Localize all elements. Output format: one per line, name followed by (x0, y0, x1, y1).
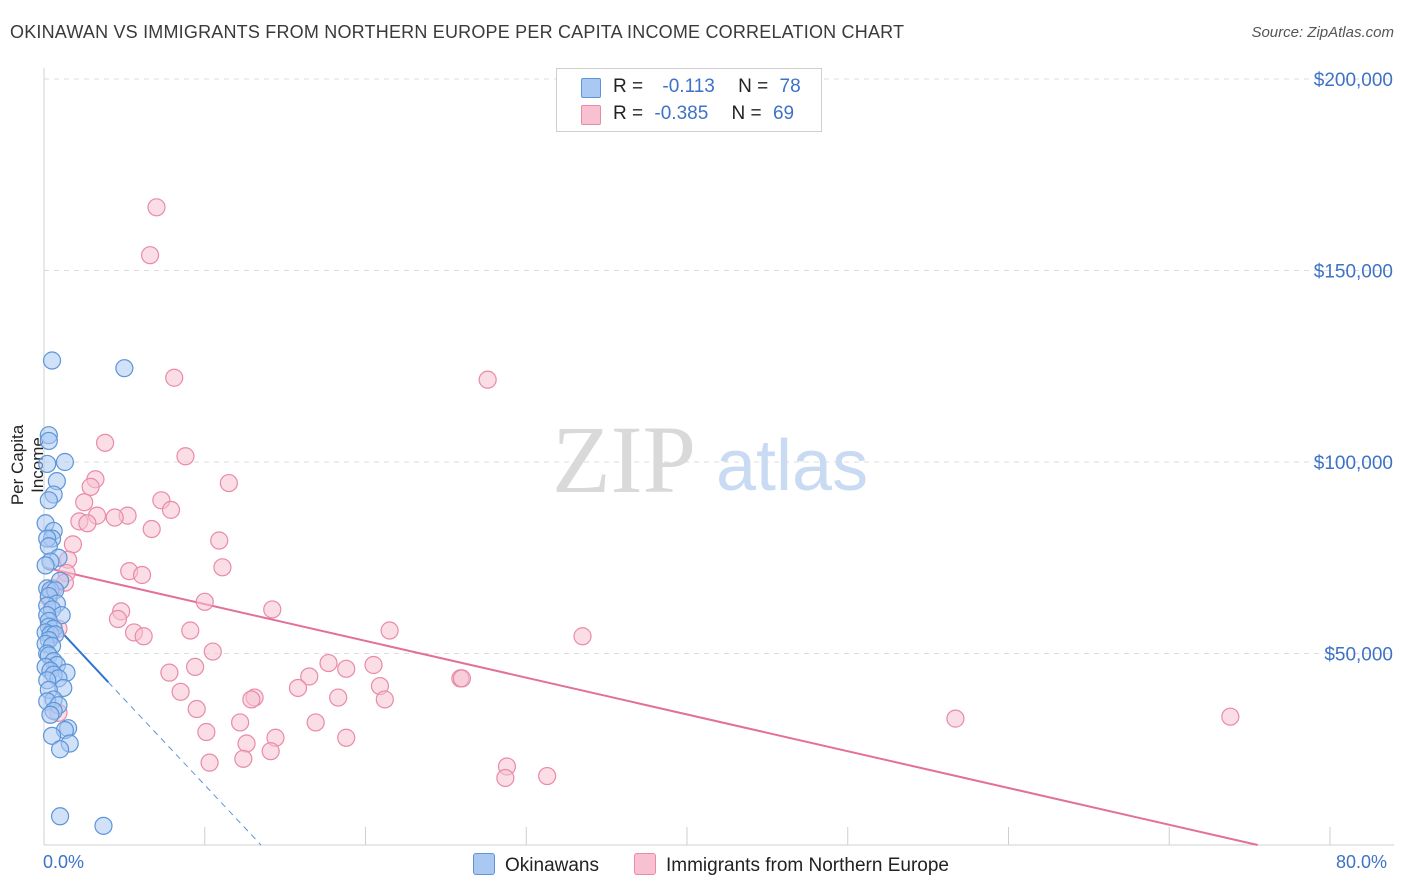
pink-point-14 (105, 508, 124, 527)
blue-point-1 (115, 359, 134, 378)
chart-title: OKINAWAN VS IMMIGRANTS FROM NORTHERN EUR… (10, 22, 905, 42)
pink-point-56 (946, 709, 965, 728)
pink-point-49 (171, 682, 190, 701)
legend-r-value: -0.385 (654, 103, 709, 124)
legend-n-value: 78 (779, 76, 801, 97)
legend-n-label: N = (731, 103, 762, 124)
y-tick-label-1: $100,000 (1314, 453, 1393, 474)
pink-point-17 (142, 519, 161, 539)
blue-point-57 (50, 740, 70, 759)
pink-point-34 (573, 627, 592, 646)
pink-point-63 (237, 734, 256, 753)
source-note: Source: ZipAtlas.com (1251, 24, 1394, 41)
bottom-legend-label-pink: Immigrants from Northern Europe (666, 855, 949, 876)
blue-point-55 (42, 726, 62, 745)
blue-point-16 (36, 556, 55, 575)
pink-point-40 (364, 655, 383, 675)
pink-point-28 (195, 592, 214, 611)
y-tick-label-2: $150,000 (1314, 262, 1393, 283)
legend-r-label: R = (613, 76, 644, 97)
pink-point-44 (300, 667, 319, 686)
watermark: ZIP atlas (552, 406, 868, 513)
legend-n-value: 69 (772, 103, 795, 124)
pink-point-31 (108, 609, 128, 629)
pink-point-51 (242, 690, 261, 709)
correlation-legend: R = -0.113 N = 78 R = -0.385 N = 69 (556, 68, 822, 132)
pink-point-58 (231, 713, 250, 732)
pink-point-41 (186, 657, 205, 677)
blue-point-58 (50, 807, 70, 826)
bottom-legend-label-blue: Okinawans (505, 855, 599, 876)
pink-point-54 (187, 699, 206, 719)
blue-point-0 (42, 351, 62, 370)
series-blue-points (36, 351, 134, 835)
pink-point-46 (452, 669, 472, 688)
pink-point-59 (306, 713, 325, 732)
pink-point-16 (78, 514, 97, 533)
pink-point-6 (219, 473, 238, 493)
legend-r-value: -0.113 (662, 76, 715, 97)
pink-point-69 (538, 766, 557, 786)
pink-point-1 (140, 246, 160, 265)
legend-n-label: N = (738, 76, 769, 97)
pink-point-33 (380, 621, 399, 640)
pink-point-3 (478, 370, 497, 389)
pink-point-21 (213, 558, 232, 577)
pink-point-42 (337, 659, 356, 678)
pink-point-53 (375, 690, 394, 709)
y-tick-labels: $50,000 $100,000 $150,000 $200,000 (1314, 70, 1393, 666)
pink-point-4 (95, 433, 115, 452)
pink-point-10 (75, 493, 94, 512)
blue-point-5 (38, 454, 57, 474)
y-tick-label-3: $200,000 (1314, 70, 1393, 91)
pink-point-66 (200, 753, 219, 772)
pink-point-62 (337, 728, 356, 747)
pink-point-5 (176, 447, 195, 466)
trend-line-blue-extension (107, 681, 262, 846)
pink-point-11 (161, 500, 181, 519)
legend-swatch-pink (581, 105, 601, 125)
pink-point-39 (319, 653, 338, 673)
bottom-legend-swatch-pink (634, 853, 656, 875)
pink-point-37 (134, 627, 153, 646)
pink-point-8 (81, 477, 100, 496)
blue-point-52 (41, 705, 60, 724)
x-tick-min: 0.0% (43, 852, 85, 872)
pink-point-24 (132, 565, 152, 585)
blue-point-3 (39, 431, 58, 451)
watermark-zip: ZIP (552, 406, 696, 513)
pink-point-57 (1221, 707, 1240, 726)
trend-lines (43, 566, 1258, 846)
blue-point-4 (55, 452, 74, 472)
pink-point-2 (165, 368, 184, 387)
pink-point-0 (147, 198, 166, 217)
trend-line-pink (43, 566, 1258, 846)
pink-point-35 (181, 621, 200, 640)
pink-point-48 (288, 678, 308, 698)
pink-point-18 (210, 531, 229, 550)
legend-swatch-blue (581, 78, 601, 98)
legend-r-label: R = (613, 103, 644, 124)
x-tick-max: 80.0% (1336, 852, 1388, 872)
y-tick-label-0: $50,000 (1324, 645, 1393, 666)
pink-point-29 (263, 600, 282, 619)
watermark-atlas: atlas (716, 426, 868, 506)
pink-point-38 (203, 642, 222, 661)
gridlines (44, 78, 1394, 654)
pink-point-19 (63, 535, 83, 554)
pink-point-43 (160, 663, 179, 682)
pink-point-65 (234, 749, 253, 768)
blue-point-8 (39, 491, 58, 510)
pink-point-52 (329, 688, 348, 707)
pink-point-60 (197, 722, 216, 742)
blue-point-59 (94, 816, 113, 835)
legend-row-blue: R = -0.113 N = 78 (581, 76, 801, 98)
pink-point-68 (496, 768, 515, 788)
pink-point-64 (261, 742, 280, 761)
legend-row-pink: R = -0.385 N = 69 (581, 103, 795, 125)
bottom-legend-swatch-blue (473, 853, 495, 875)
bottom-legend-blue: Okinawans (473, 853, 599, 877)
bottom-legend-pink: Immigrants from Northern Europe (634, 853, 949, 877)
